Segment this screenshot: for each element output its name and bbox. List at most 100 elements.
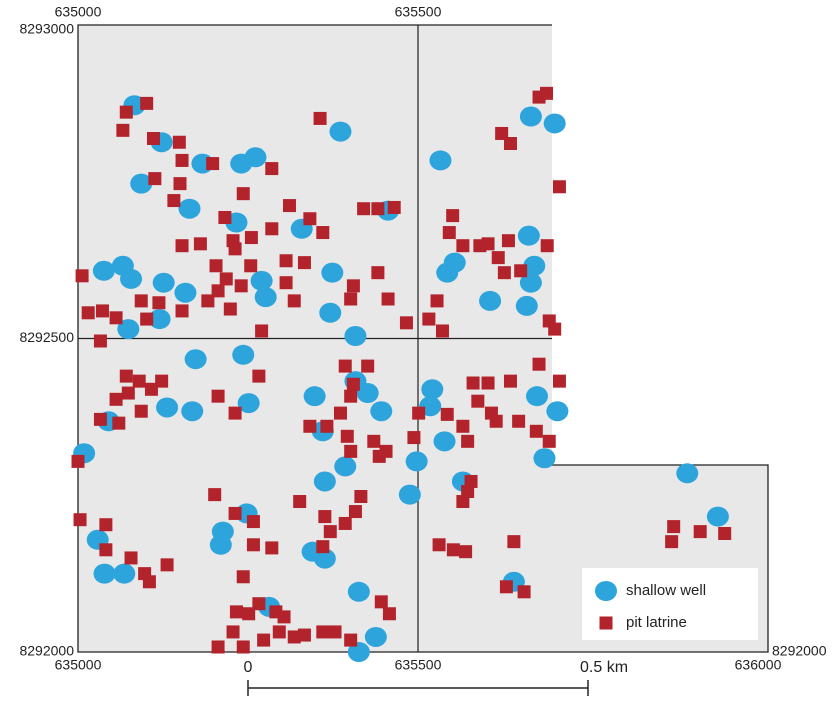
shallow-well bbox=[250, 270, 273, 291]
pit-latrine bbox=[140, 96, 154, 110]
pit-latrine bbox=[367, 434, 381, 448]
pit-latrine bbox=[382, 607, 396, 621]
pit-latrine bbox=[265, 222, 279, 236]
pit-latrine bbox=[499, 580, 513, 594]
pit-latrine bbox=[93, 412, 107, 426]
pit-latrine bbox=[265, 541, 279, 555]
shallow-well bbox=[479, 290, 502, 311]
map-border bbox=[77, 24, 769, 653]
pit-latrine bbox=[357, 202, 371, 216]
pit-latrine bbox=[81, 306, 95, 320]
pit-latrine bbox=[246, 515, 260, 529]
pit-latrine bbox=[287, 630, 301, 644]
pit-latrine bbox=[517, 585, 531, 599]
shallow-well bbox=[92, 260, 115, 281]
pit-latrine bbox=[142, 575, 156, 589]
legend-swatch bbox=[599, 616, 613, 630]
pit-latrine bbox=[323, 525, 337, 539]
shallow-well bbox=[519, 106, 542, 127]
pit-latrine bbox=[481, 237, 495, 251]
pit-latrine bbox=[73, 513, 87, 527]
pit-latrine bbox=[338, 516, 352, 530]
x-tick-label: 636000 bbox=[735, 657, 782, 673]
pit-latrine bbox=[313, 111, 327, 125]
shallow-well bbox=[421, 379, 444, 400]
pit-latrine bbox=[430, 294, 444, 308]
shallow-well bbox=[313, 471, 336, 492]
pit-latrine bbox=[693, 525, 707, 539]
pit-latrine bbox=[344, 292, 358, 306]
pit-latrine bbox=[354, 490, 368, 504]
shallow-well bbox=[244, 147, 267, 168]
pit-latrine bbox=[333, 406, 347, 420]
pit-latrine bbox=[144, 382, 158, 396]
pit-latrine bbox=[346, 377, 360, 391]
shallow-well bbox=[515, 295, 538, 316]
pit-latrine bbox=[501, 234, 515, 248]
pit-latrine bbox=[255, 324, 269, 338]
shallow-well bbox=[113, 563, 136, 584]
pit-latrine bbox=[293, 495, 307, 509]
pit-latrine bbox=[209, 259, 223, 273]
pit-latrine bbox=[422, 312, 436, 326]
pit-latrine bbox=[244, 259, 258, 273]
pit-latrine bbox=[282, 199, 296, 213]
pit-latrine bbox=[236, 640, 250, 654]
shallow-well bbox=[347, 642, 370, 662]
pit-latrine bbox=[208, 488, 222, 502]
pit-latrine bbox=[412, 406, 426, 420]
shallow-well bbox=[152, 272, 175, 293]
pit-latrine bbox=[318, 510, 332, 524]
shallow-well bbox=[347, 581, 370, 602]
shallow-well bbox=[303, 386, 326, 407]
pit-latrine bbox=[456, 239, 470, 253]
shallow-well bbox=[364, 626, 387, 647]
pit-latrine bbox=[228, 506, 242, 520]
legend-label: pit latrine bbox=[626, 614, 687, 631]
pit-latrine bbox=[175, 239, 189, 253]
shallow-well bbox=[523, 255, 546, 276]
pit-latrine bbox=[219, 272, 233, 286]
pit-latrine bbox=[99, 518, 113, 532]
pit-latrine bbox=[71, 454, 85, 468]
pit-latrine bbox=[134, 404, 148, 418]
pit-latrine bbox=[371, 266, 385, 280]
pit-latrine bbox=[172, 135, 186, 149]
pit-latrine bbox=[155, 374, 169, 388]
pit-latrine bbox=[344, 633, 358, 647]
shallow-well bbox=[370, 401, 393, 422]
shallow-well bbox=[120, 268, 143, 289]
shallow-well bbox=[93, 563, 116, 584]
pit-latrine bbox=[540, 239, 554, 253]
pit-latrine bbox=[548, 322, 562, 336]
y-tick-label: 8292000 bbox=[19, 643, 74, 659]
pit-latrine bbox=[279, 276, 293, 290]
pit-latrine bbox=[372, 449, 386, 463]
shallow-well bbox=[319, 302, 342, 323]
pit-latrine bbox=[246, 538, 260, 552]
pit-latrine bbox=[109, 392, 123, 406]
shallow-well bbox=[344, 325, 367, 346]
pit-latrine bbox=[503, 374, 517, 388]
scale-label: 0 bbox=[244, 659, 253, 676]
pit-latrine bbox=[116, 123, 130, 137]
pit-latrine bbox=[160, 558, 174, 572]
shallow-well bbox=[334, 456, 357, 477]
pit-latrine bbox=[226, 625, 240, 639]
pit-latrine bbox=[124, 551, 138, 565]
shallow-well bbox=[181, 401, 204, 422]
pit-latrine bbox=[529, 424, 543, 438]
shallow-well bbox=[405, 451, 428, 472]
pit-latrine bbox=[407, 431, 421, 445]
shallow-well bbox=[232, 344, 255, 365]
shallow-well bbox=[130, 173, 153, 194]
pit-latrine bbox=[316, 625, 330, 639]
shallow-well bbox=[436, 262, 459, 283]
pit-latrine bbox=[148, 172, 162, 186]
x-tick-label: 635500 bbox=[395, 4, 442, 20]
pit-latrine bbox=[242, 607, 256, 621]
pit-latrine bbox=[257, 633, 271, 647]
pit-latrine bbox=[175, 153, 189, 167]
y-tick-label: 8292500 bbox=[19, 329, 74, 345]
shallow-well bbox=[356, 383, 379, 404]
